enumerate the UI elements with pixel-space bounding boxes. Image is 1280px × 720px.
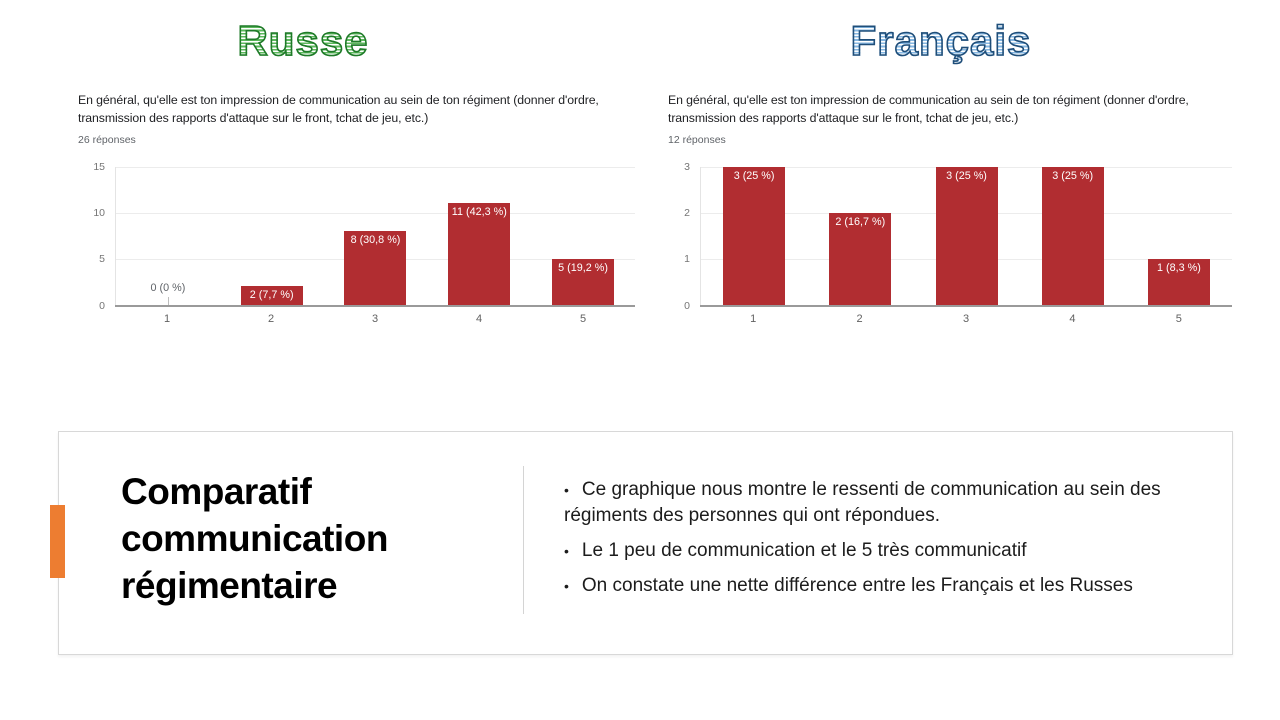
bar-slot: 3 (25 %) (913, 166, 1019, 305)
bar: 3 (25 %) (723, 166, 786, 305)
bar-value-label: 3 (25 %) (1052, 169, 1094, 182)
bar-slot: 3 (25 %) (701, 166, 807, 305)
y-tick-label: 1 (684, 252, 690, 265)
bar-value-label: 2 (16,7 %) (835, 215, 886, 228)
bar-slot: 11 (42,3 %) (427, 167, 531, 305)
bars-container: 0 (0 %) 2 (7,7 %) 8 (30,8 %) 11 (42,3 %) 5 (… (116, 167, 635, 305)
bar-value-label: 5 (19,2 %) (558, 261, 608, 274)
x-tick-label: 1 (750, 312, 757, 325)
bar: 8 (30,8 %) (344, 231, 407, 305)
responses-count: 12 réponses (668, 133, 726, 146)
summary-card: Comparatif communication régimentaire • C… (58, 431, 1233, 655)
x-axis-baseline (115, 304, 635, 307)
gridline (116, 212, 635, 214)
x-tick-label: 1 (163, 312, 171, 325)
bullet-marker: • (564, 543, 569, 559)
bar-value-label: 2 (7,7 %) (249, 289, 294, 302)
russe-title: Russe (237, 17, 369, 64)
bar-value-label: 8 (30,8 %) (350, 234, 401, 246)
summary-title: Comparatif communication régimentaire (121, 471, 388, 606)
y-tick-label: 0 (99, 299, 105, 312)
x-axis: 1 2 3 4 5 (115, 313, 635, 325)
bar-slot: 0 (0 %) (116, 167, 220, 305)
bullet-item: • Le 1 peu de communication et le 5 très … (564, 540, 1027, 561)
x-tick-label: 3 (371, 312, 379, 325)
bar-chart-russe: 0 5 10 15 0 (0 %) 2 (7,7 %) 8 (30,8 %) 11 (42,… (78, 161, 635, 325)
bar: 1 (8,3 %) (1147, 258, 1210, 305)
bar-value-label: 11 (42,3 %) (451, 206, 507, 219)
russe-chart-card: En général, qu'elle est ton impression d… (78, 92, 635, 325)
francais-title: Français (850, 17, 1032, 64)
bullet-list: • Ce graphique nous montre le ressenti de… (564, 477, 1184, 608)
bullet-marker: • (564, 578, 569, 594)
x-tick-label: 4 (475, 312, 483, 325)
bar: 3 (25 %) (935, 166, 998, 305)
x-axis-baseline (700, 304, 1232, 307)
orange-accent-bar (50, 505, 65, 578)
y-tick-label: 0 (684, 299, 690, 312)
bars-container: 3 (25 %) 2 (16,7 %) 3 (25 %) 3 (25 %) 1 (8,3… (701, 166, 1232, 305)
y-tick-label: 10 (93, 206, 105, 219)
chart-question: En général, qu'elle est ton impression d… (78, 93, 599, 125)
x-axis: 1 2 3 4 5 (700, 313, 1232, 325)
francais-chart-card: En général, qu'elle est ton impression d… (668, 92, 1232, 325)
x-tick-label: 5 (1175, 312, 1182, 325)
bar: 2 (16,7 %) (829, 212, 892, 305)
bar-slot: 1 (8,3 %) (1126, 167, 1232, 305)
bullet-item: • On constate une nette différence entre … (564, 575, 1133, 596)
responses-count: 26 réponses (78, 133, 136, 146)
y-tick-label: 15 (93, 160, 105, 173)
chart-question: En général, qu'elle est ton impression d… (668, 93, 1189, 125)
bar-value-label: 3 (25 %) (946, 169, 987, 182)
bar-slot: 8 (30,8 %) (324, 167, 428, 305)
x-tick-label: 3 (962, 312, 970, 325)
y-axis: 0 1 2 3 (668, 161, 690, 312)
gridline (116, 166, 635, 168)
bar: 11 (42,3 %) (448, 203, 511, 305)
plot-area: 0 (0 %) 2 (7,7 %) 8 (30,8 %) 11 (42,3 %) 5 (… (115, 166, 635, 307)
y-tick-label: 5 (99, 252, 105, 265)
y-tick-label: 3 (684, 160, 690, 173)
bar-value-label: 1 (8,3 %) (1157, 261, 1201, 274)
plot-area: 3 (25 %) 2 (16,7 %) 3 (25 %) 3 (25 %) 1 (8,3… (700, 166, 1232, 307)
bar: 2 (7,7 %) (240, 286, 303, 305)
y-tick-label: 2 (684, 206, 690, 219)
bar-slot: 2 (7,7 %) (220, 167, 324, 305)
x-tick-label: 2 (267, 312, 275, 325)
bar: 5 (19,2 %) (552, 258, 615, 305)
x-tick-label: 4 (1069, 312, 1076, 325)
bar-value-label: 0 (0 %) (150, 281, 186, 294)
bar-chart-francais: 0 1 2 3 3 (25 %) 2 (16,7 %) 3 (25 %) 3 (25 %) 1… (668, 161, 1232, 325)
bullet-marker: • (564, 482, 569, 498)
zero-tick (167, 296, 169, 305)
x-tick-label: 5 (579, 312, 587, 325)
bar-slot: 5 (19,2 %) (531, 167, 635, 305)
y-axis: 0 5 10 15 (78, 161, 105, 312)
bar-value-label: 3 (25 %) (733, 169, 775, 182)
bar: 3 (25 %) (1041, 166, 1104, 305)
x-tick-label: 2 (856, 312, 863, 325)
bar-slot: 3 (25 %) (1020, 166, 1126, 305)
bullet-item: • Ce graphique nous montre le ressenti de… (564, 479, 1161, 526)
bar-slot: 2 (16,7 %) (807, 167, 913, 305)
vertical-divider (523, 466, 524, 614)
